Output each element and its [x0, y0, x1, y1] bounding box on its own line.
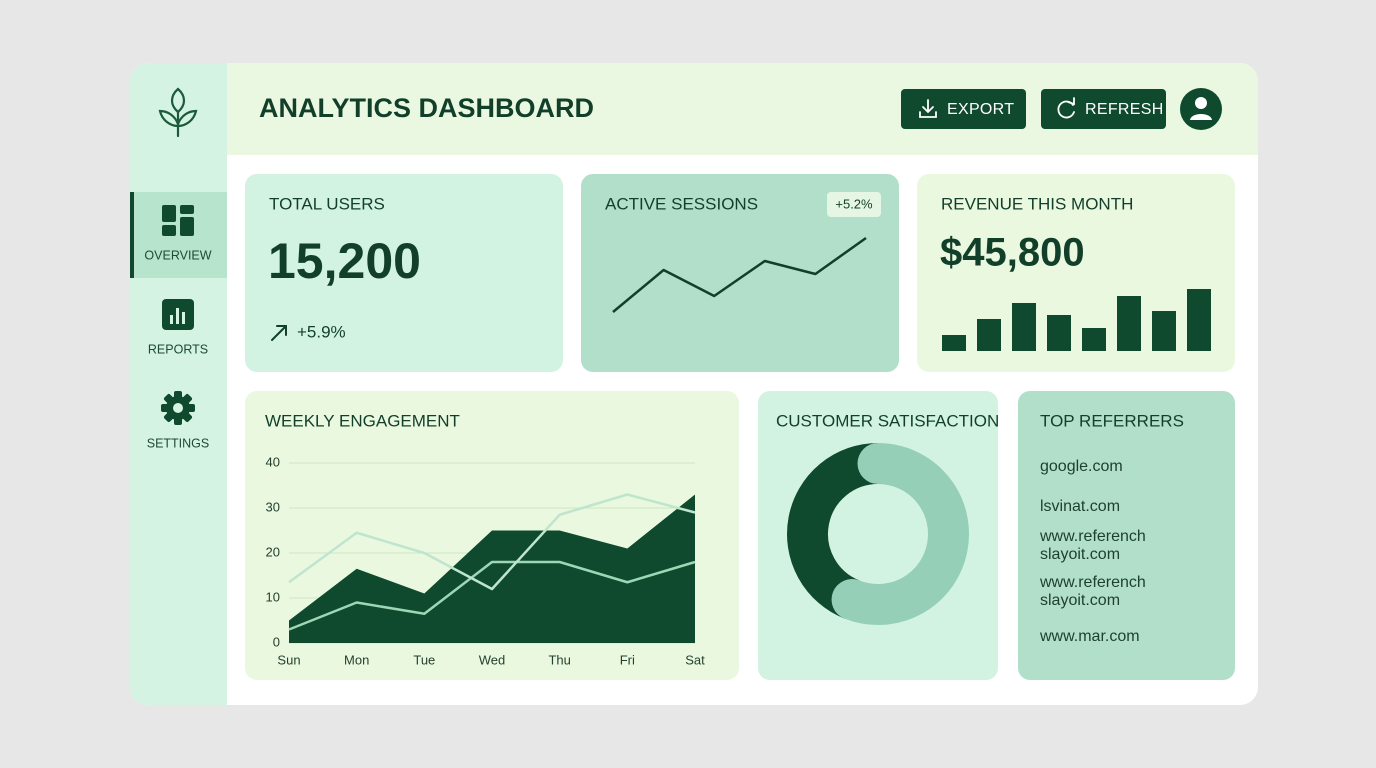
card-title: TOTAL USERS: [269, 194, 385, 213]
x-tick-label: Wed: [479, 652, 506, 667]
card-title: CUSTOMER SATISFACTION: [776, 411, 999, 430]
line: [288, 560, 696, 631]
bar: [977, 319, 1001, 351]
refresh-icon: [1057, 97, 1075, 119]
donut-slice: [831, 443, 969, 625]
avatar-head: [1195, 97, 1207, 109]
revenue-value: $45,800: [940, 231, 1085, 275]
page-title: ANALYTICS DASHBOARD: [259, 93, 594, 123]
line: [288, 493, 696, 591]
kpi-value: 15,200: [268, 233, 421, 289]
bar: [1152, 311, 1176, 351]
button-label[interactable]: REFRESH: [1085, 101, 1164, 118]
card-title: ACTIVE SESSIONS: [605, 194, 758, 213]
card-title: TOP REFERRERS: [1040, 411, 1184, 430]
nav-label[interactable]: OVERVIEW: [144, 248, 211, 262]
referrer: www.mar.com: [1039, 628, 1140, 645]
nav-label[interactable]: REPORTS: [148, 342, 208, 356]
bar: [1117, 296, 1141, 351]
badge-text: +5.2%: [835, 196, 873, 211]
avatar-body: [1190, 114, 1212, 120]
donut-slice: [787, 443, 879, 619]
bar: [1047, 315, 1071, 351]
referrer: google.com: [1040, 458, 1123, 475]
y-tick-label: 30: [266, 499, 280, 514]
button-label[interactable]: EXPORT: [947, 101, 1014, 118]
x-tick-label: Thu: [548, 652, 570, 667]
trend-arrow: [271, 325, 287, 341]
nav-active-bg[interactable]: [130, 192, 227, 278]
referrer: slayoit.com: [1040, 546, 1120, 563]
card: [581, 174, 899, 372]
referrer: slayoit.com: [1040, 592, 1120, 609]
reports-icon: [162, 299, 194, 330]
x-tick-label: Sat: [685, 652, 705, 667]
card-title: REVENUE THIS MONTH: [941, 194, 1133, 213]
bar: [1187, 289, 1211, 351]
refresh-button[interactable]: [1041, 89, 1166, 129]
nav-active-indicator: [130, 192, 134, 278]
x-tick-label: Tue: [413, 652, 435, 667]
area: [289, 494, 695, 643]
card: [758, 391, 998, 680]
y-tick-label: 20: [266, 544, 280, 559]
export-icon: [919, 99, 937, 118]
referrer: www.referench: [1039, 574, 1146, 591]
sparkline: [612, 236, 867, 313]
bar: [1012, 303, 1036, 351]
export-button[interactable]: [901, 89, 1026, 129]
bar: [1082, 328, 1106, 351]
logo: [158, 87, 198, 138]
y-tick-label: 0: [273, 634, 280, 649]
x-tick-label: Fri: [620, 652, 635, 667]
badge: [827, 192, 881, 217]
bar: [942, 335, 966, 351]
settings-icon: [161, 391, 195, 425]
overview-icon: [162, 205, 194, 236]
referrer: lsvinat.com: [1040, 498, 1120, 515]
sidebar: [130, 63, 227, 705]
x-tick-label: Mon: [344, 652, 369, 667]
kpi-change: +5.9%: [297, 322, 346, 341]
y-tick-label: 10: [266, 589, 280, 604]
card: [245, 174, 563, 372]
nav-label[interactable]: SETTINGS: [147, 436, 210, 450]
y-tick-label: 40: [266, 454, 280, 469]
referrer: www.referench: [1039, 528, 1146, 545]
card: [1018, 391, 1235, 680]
card-title: WEEKLY ENGAGEMENT: [265, 411, 460, 430]
x-tick-label: Sun: [277, 652, 300, 667]
